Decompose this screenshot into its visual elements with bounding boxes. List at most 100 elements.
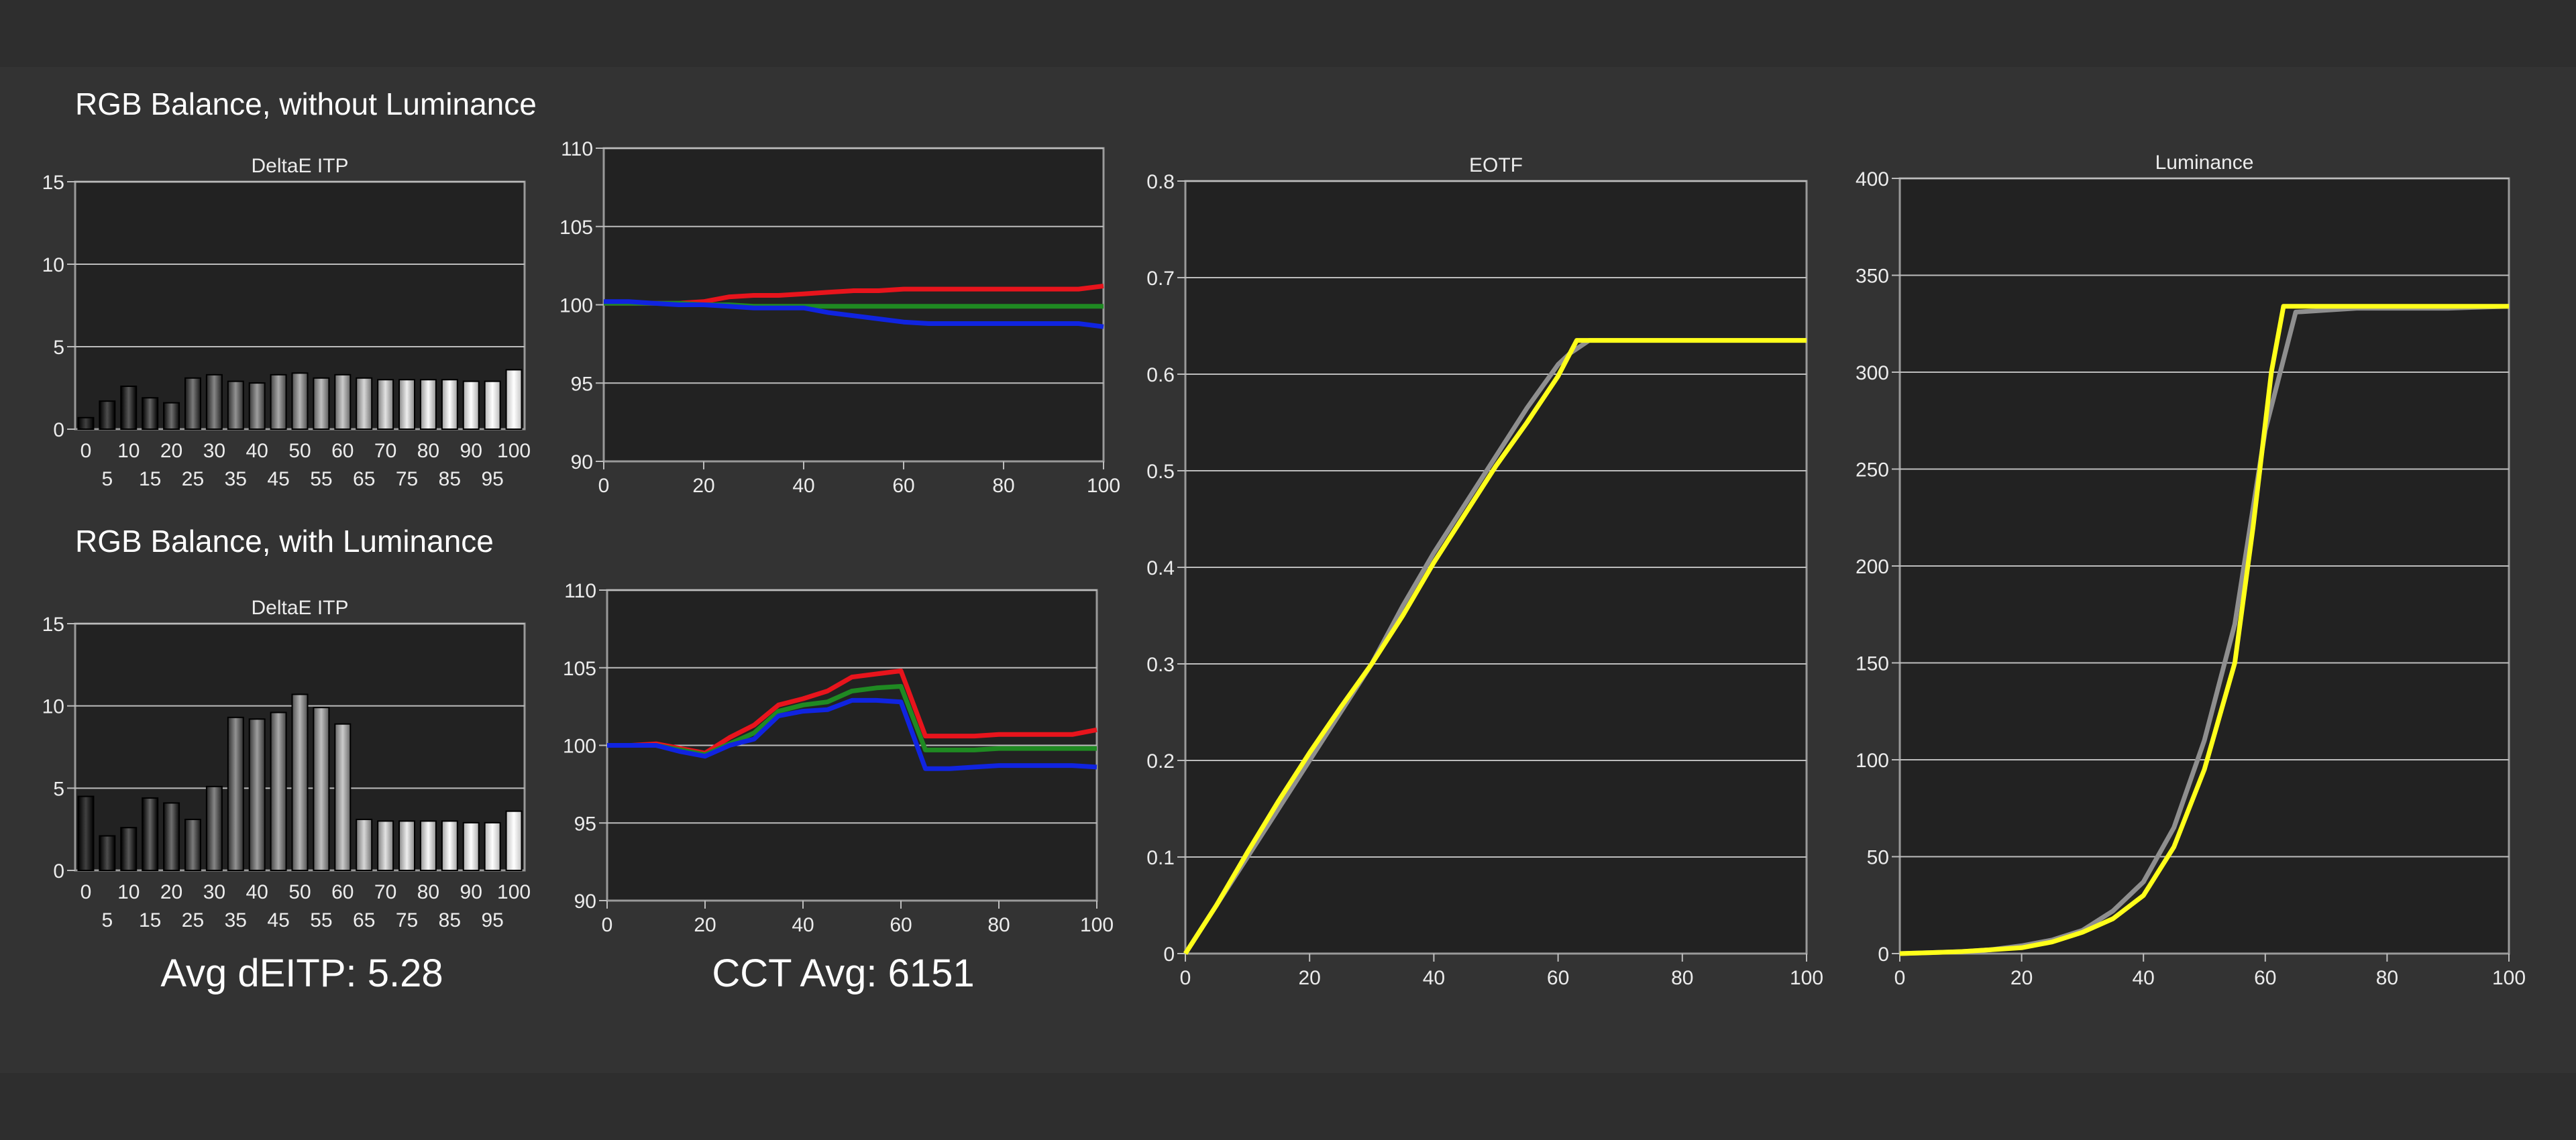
deltae_without-xtick-label: 100	[497, 440, 531, 462]
deltae_without-bar	[227, 380, 244, 430]
deltae_without-bar	[99, 400, 116, 430]
deltae_with-xtick-label: 85	[439, 909, 461, 931]
rgb_with-ytick-label: 90	[574, 891, 596, 913]
deltae_without-bar	[142, 397, 159, 431]
deltae_with-ytick-label: 0	[53, 860, 64, 882]
luminance-ytick-label: 0	[1878, 944, 1889, 966]
deltae_without-xtick-label: 45	[267, 468, 289, 490]
eotf-xtick-label: 60	[1547, 967, 1569, 989]
deltae_with-xtick-label: 80	[417, 881, 439, 903]
deltae_without-bar	[120, 386, 138, 430]
rgb_with-xtick-label: 80	[987, 914, 1010, 936]
cct-avg-summary: CCT Avg: 6151	[712, 952, 975, 995]
deltae_with-bar	[291, 693, 309, 871]
rgb_without-xtick-label: 60	[892, 475, 914, 497]
deltae_with-bar	[462, 821, 480, 872]
deltae_without-bar	[462, 380, 480, 430]
deltae_with-bar	[163, 802, 180, 871]
eotf-ytick-label: 0	[1163, 944, 1175, 966]
deltae_with-xtick-label: 70	[374, 881, 396, 903]
eotf-xtick-label: 80	[1671, 967, 1693, 989]
luminance-ytick-label: 100	[1856, 750, 1889, 772]
deltae_without-bar	[356, 377, 373, 430]
deltae_with-xtick-label: 25	[182, 909, 204, 931]
eotf-ytick-label: 0.2	[1146, 750, 1175, 773]
deltae_with-xtick-label: 45	[267, 909, 289, 931]
deltae_with-bar	[398, 820, 416, 872]
luminance-title: Luminance	[2155, 152, 2254, 174]
deltae_without-xtick-label: 35	[225, 468, 247, 490]
rgb_without-xtick-label: 0	[598, 475, 610, 497]
luminance-xtick-label: 0	[1894, 967, 1906, 989]
rgb_without-ytick-label: 110	[561, 138, 593, 160]
deltae_without-bar	[248, 382, 266, 430]
deltae_without-bar	[205, 374, 223, 431]
rgb_with-xtick-label: 100	[1080, 914, 1114, 936]
deltae_with-xtick-label: 30	[203, 881, 225, 903]
deltae_without-xtick-label: 90	[460, 440, 482, 462]
eotf-xtick-label: 20	[1299, 967, 1321, 989]
rgb_without-ytick-label: 105	[559, 217, 593, 239]
deltae_with-ytick-label: 15	[42, 614, 64, 636]
rgb_with-ytick-label: 110	[564, 580, 596, 602]
luminance-ytick-label: 350	[1856, 266, 1889, 288]
luminance-ytick-label: 200	[1856, 556, 1889, 578]
deltae_without-xtick-label: 85	[439, 468, 461, 490]
deltae_without-bar	[77, 416, 95, 431]
eotf-series-yellow	[1183, 338, 1807, 955]
luminance-ytick-label: 50	[1867, 847, 1889, 869]
luminance-xtick-label: 20	[2010, 967, 2033, 989]
rgb_with-xtick-label: 60	[890, 914, 912, 936]
luminance-ytick-label: 250	[1856, 459, 1889, 481]
rgb_without-xtick-label: 40	[792, 475, 814, 497]
deltae_without-bar	[184, 377, 201, 430]
deltae_without-xtick-label: 70	[374, 440, 396, 462]
rgb_with-xtick-label: 0	[602, 914, 613, 936]
eotf-title: EOTF	[1469, 154, 1523, 176]
section-title-with-luminance: RGB Balance, with Luminance	[75, 524, 494, 559]
deltae_without-xtick-label: 80	[417, 440, 439, 462]
deltae_with-bar	[120, 827, 138, 872]
luminance-xtick-label: 60	[2254, 967, 2276, 989]
deltae_without-bar	[398, 379, 416, 431]
deltae_without-bar	[270, 374, 287, 431]
luminance-xtick-label: 100	[2492, 967, 2526, 989]
deltae_with-bar	[484, 821, 501, 872]
deltae_without-bar	[377, 379, 394, 431]
deltae_with-bar	[441, 820, 458, 872]
deltae_with-bar	[334, 723, 352, 871]
deltae_with-bar	[142, 797, 159, 872]
deltae_without-bar	[334, 374, 352, 431]
deltae_without-ytick-label: 5	[53, 337, 64, 359]
rgb_without-xtick-label: 80	[992, 475, 1014, 497]
luminance-ytick-label: 150	[1856, 653, 1889, 675]
deltae_without-xtick-label: 50	[288, 440, 311, 462]
deltae_without-bar	[441, 379, 458, 431]
luminance-series-yellow	[1899, 304, 2509, 956]
deltae_with-bar	[419, 820, 437, 872]
deltae_with-xtick-label: 40	[246, 881, 268, 903]
deltae_with-xtick-label: 75	[396, 909, 418, 931]
deltae_without-bar	[419, 379, 437, 431]
rgb_without-series-blue	[604, 299, 1104, 329]
deltae_with-bar	[270, 711, 287, 871]
deltae_without-bar	[484, 380, 501, 430]
deltae_with-ytick-label: 10	[42, 696, 64, 718]
deltae_with-xtick-label: 65	[353, 909, 375, 931]
eotf-ytick-label: 0.3	[1146, 654, 1175, 676]
eotf-xtick-label: 40	[1423, 967, 1445, 989]
rgb_with-ytick-label: 95	[574, 813, 596, 835]
deltae_without-xtick-label: 55	[310, 468, 332, 490]
deltae_with-xtick-label: 0	[80, 881, 92, 903]
rgb_without-xtick-label: 20	[692, 475, 714, 497]
rgb_with-xtick-label: 40	[792, 914, 814, 936]
deltae_without-bar	[291, 372, 309, 430]
deltae_without-xtick-label: 15	[139, 468, 161, 490]
deltae_with-xtick-label: 10	[117, 881, 140, 903]
deltae_with-xtick-label: 95	[481, 909, 503, 931]
eotf-ytick-label: 0.8	[1146, 171, 1175, 193]
deltae_without-xtick-label: 10	[117, 440, 140, 462]
rgb_without-ytick-label: 100	[559, 295, 593, 317]
deltae_with-bar	[248, 718, 266, 871]
